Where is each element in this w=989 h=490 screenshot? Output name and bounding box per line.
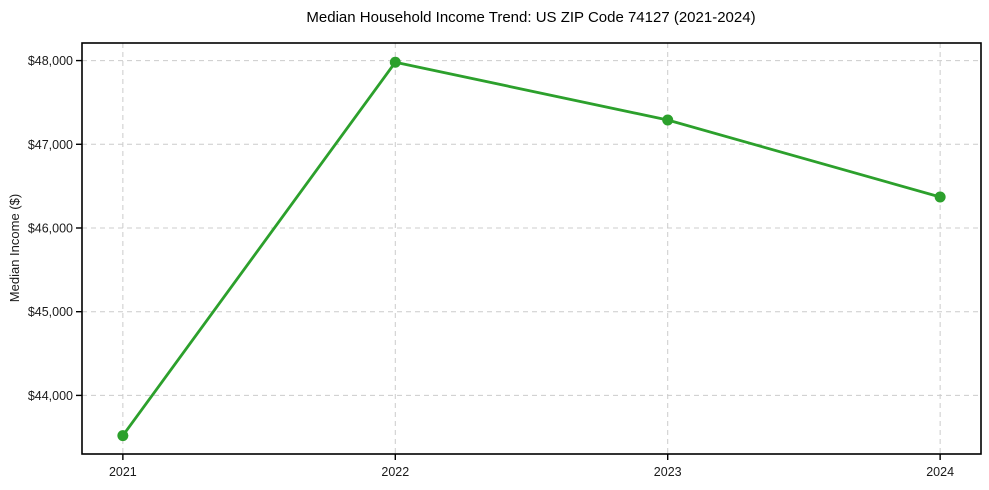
data-series-layer: [117, 56, 946, 442]
y-tick-label: $47,000: [28, 138, 73, 152]
y-axis-title: Median Income ($): [7, 194, 22, 302]
x-tick-label: 2023: [654, 465, 682, 479]
plot-border: [81, 42, 982, 455]
x-tick-label: 2021: [109, 465, 137, 479]
y-tick-label: $46,000: [28, 221, 73, 235]
x-tick-label: 2024: [926, 465, 954, 479]
y-tick-label: $48,000: [28, 54, 73, 68]
y-tick-label: $45,000: [28, 305, 73, 319]
axis-layer: $44,000 $45,000 $46,000 $47,000 $48,000 2021 2…: [28, 42, 982, 479]
y-tick-label: $44,000: [28, 389, 73, 403]
x-tick-label: 2022: [381, 465, 409, 479]
chart-title: Median Household Income Trend: US ZIP Co…: [306, 9, 755, 26]
data-point-2023: [662, 114, 674, 126]
data-point-2021: [117, 430, 129, 442]
grid-layer: [82, 43, 981, 454]
income-trend-line: [121, 60, 942, 437]
data-point-2022: [389, 56, 401, 68]
data-point-2024: [934, 191, 946, 203]
